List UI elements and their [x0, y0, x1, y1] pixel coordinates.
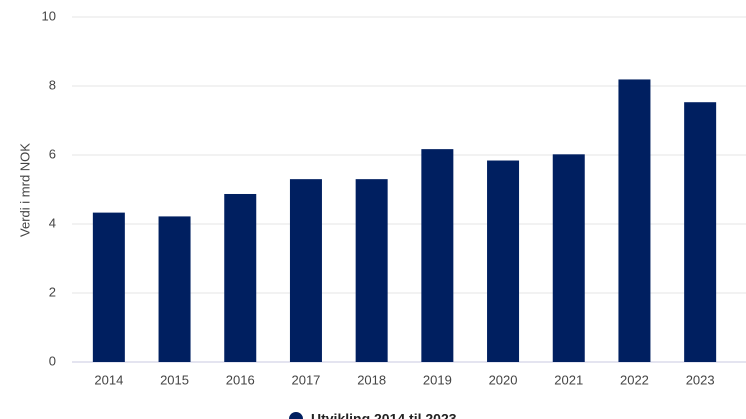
- x-tick-label: 2019: [423, 372, 452, 387]
- x-tick-label: 2014: [94, 372, 123, 387]
- x-tick-label: 2023: [686, 372, 715, 387]
- y-tick-label: 8: [49, 77, 56, 92]
- bar: [684, 102, 717, 362]
- y-tick-label: 6: [49, 146, 56, 161]
- y-tick-label: 0: [49, 353, 56, 368]
- x-tick-label: 2015: [160, 372, 189, 387]
- bar: [355, 179, 388, 362]
- bar: [487, 160, 520, 362]
- x-tick-label: 2016: [226, 372, 255, 387]
- x-tick-label: 2018: [357, 372, 386, 387]
- legend-label: Utvikling 2014 til 2023: [311, 411, 457, 419]
- bar: [158, 216, 191, 362]
- x-tick-label: 2021: [554, 372, 583, 387]
- y-tick-label: 2: [49, 284, 56, 299]
- bar: [618, 79, 651, 362]
- bar: [421, 149, 454, 362]
- y-tick-label: 4: [49, 215, 56, 230]
- x-tick-label: 2022: [620, 372, 649, 387]
- bar: [289, 179, 322, 362]
- bar: [92, 212, 125, 362]
- y-tick-label: 10: [42, 8, 56, 23]
- x-tick-label: 2020: [489, 372, 518, 387]
- bar: [224, 193, 257, 362]
- x-tick-label: 2017: [291, 372, 320, 387]
- y-axis-label: Verdi i mrd NOK: [17, 143, 32, 237]
- legend-marker: [289, 412, 303, 419]
- bar: [552, 154, 585, 362]
